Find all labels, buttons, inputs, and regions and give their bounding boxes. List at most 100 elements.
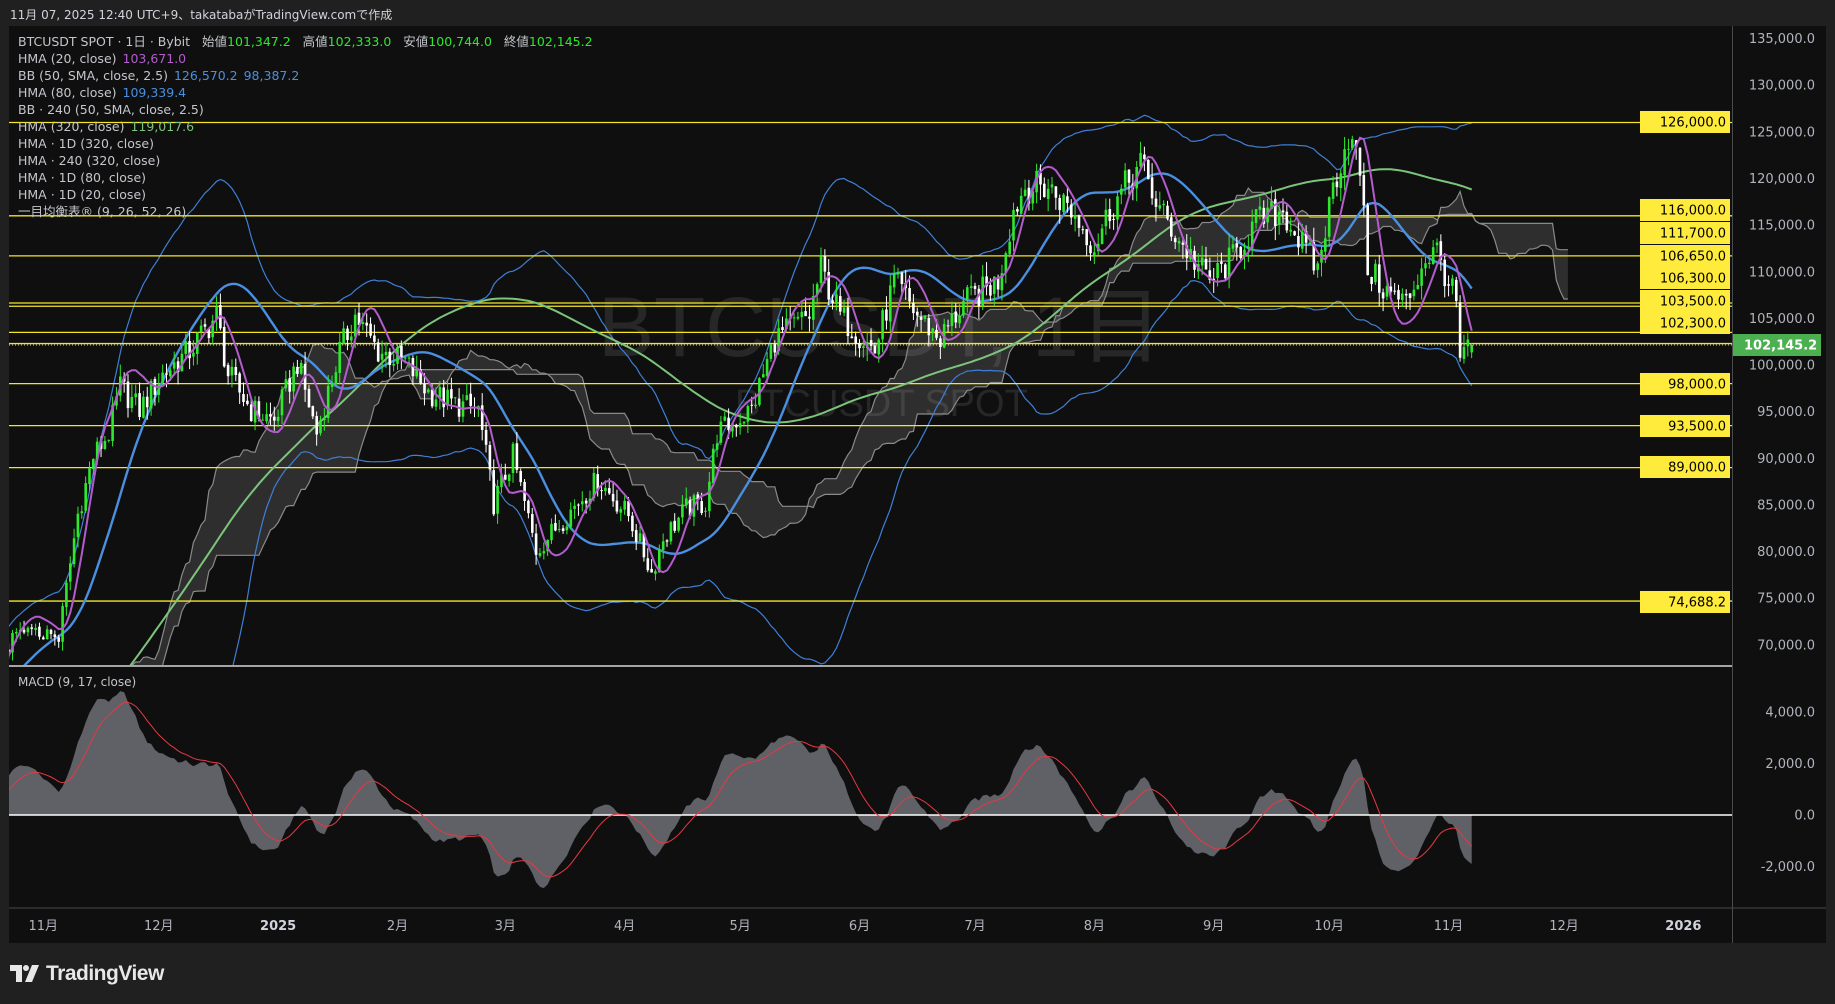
- candle-body: [1247, 246, 1250, 249]
- price-tick-label: 135,000.0: [1749, 32, 1815, 47]
- legend-indicator[interactable]: HMA · 1D (320, close): [18, 136, 154, 152]
- candle-body: [269, 414, 272, 417]
- candle: [1173, 235, 1177, 250]
- candle: [827, 259, 830, 305]
- candle-body: [1389, 286, 1393, 292]
- candle: [1062, 192, 1065, 215]
- candle-body: [746, 406, 750, 422]
- time-axis-label: 12月: [144, 919, 174, 934]
- price-pane[interactable]: [4, 114, 1733, 877]
- candle: [985, 262, 988, 296]
- candle: [1143, 146, 1146, 172]
- candle: [1374, 259, 1377, 285]
- candle-body: [199, 325, 203, 332]
- candle-body: [954, 311, 958, 323]
- candle: [885, 296, 888, 330]
- legend-indicator[interactable]: HMA · 240 (320, close): [18, 153, 160, 169]
- candle: [1435, 238, 1439, 254]
- candle-body: [80, 511, 84, 514]
- candle: [1204, 246, 1208, 270]
- tradingview-logo[interactable]: TradingView: [10, 962, 164, 986]
- price-level-label: 89,000.0: [1668, 461, 1726, 476]
- legend-indicator[interactable]: HMA (20, close) 103,671.0: [18, 51, 186, 67]
- legend-indicator[interactable]: HMA · 1D (80, close): [18, 170, 146, 186]
- candle-body: [1254, 209, 1258, 223]
- candle: [145, 386, 149, 420]
- indicator-label: HMA · 1D (80, close): [18, 170, 147, 185]
- candle: [523, 479, 526, 511]
- candle-body: [839, 296, 842, 312]
- candle-body: [1227, 247, 1231, 279]
- indicator-label: HMA · 240 (320, close): [18, 153, 161, 168]
- ichimoku-cloud: [132, 188, 1568, 665]
- candle-body: [969, 286, 973, 288]
- candle-body: [1016, 209, 1019, 212]
- candle: [199, 319, 203, 339]
- candle-body: [1173, 238, 1177, 243]
- candle-body: [1070, 204, 1073, 218]
- candle-body: [353, 314, 357, 337]
- candle: [842, 299, 846, 317]
- legend-indicator[interactable]: BB · 240 (50, SMA, close, 2.5): [18, 102, 204, 118]
- candle-body: [1208, 270, 1212, 280]
- legend-indicator[interactable]: HMA (320, close) 119,017.6: [18, 119, 194, 135]
- indicator-value: 103,671.0: [122, 51, 187, 66]
- candle-body: [731, 423, 734, 432]
- candle: [434, 387, 438, 411]
- candle: [661, 533, 665, 559]
- candle-body: [812, 296, 815, 320]
- candle-body: [577, 504, 580, 506]
- candle: [939, 335, 942, 360]
- candle-body: [1200, 257, 1204, 266]
- macd-signal-line: [9, 701, 1473, 878]
- candle: [1050, 176, 1054, 194]
- candle-body: [742, 421, 746, 424]
- candle: [1254, 209, 1258, 229]
- candle-body: [923, 316, 927, 319]
- candle-body: [1216, 263, 1219, 279]
- watermark-title: BTCUSDT, 1日: [598, 280, 1163, 374]
- candle: [839, 287, 842, 316]
- candle-body: [65, 582, 68, 608]
- candle-body: [415, 367, 418, 377]
- candle-body: [138, 393, 141, 417]
- legend-indicator[interactable]: BB (50, SMA, close, 2.5) 126,570.2 98,387.…: [18, 68, 299, 84]
- candle: [1235, 236, 1239, 261]
- candle: [1147, 159, 1150, 180]
- candle: [1443, 253, 1446, 298]
- legend-indicator[interactable]: HMA · 1D (20, close): [18, 187, 146, 203]
- price-level-label-bg: [1640, 312, 1730, 334]
- candle-body: [688, 500, 692, 517]
- price-level-label: 98,000.0: [1668, 378, 1726, 393]
- candle: [196, 332, 199, 365]
- candle: [111, 396, 114, 447]
- candle-body: [1374, 263, 1377, 283]
- candle-body: [203, 324, 207, 327]
- candle-body: [446, 389, 449, 406]
- legend-indicator[interactable]: 一目均衡表® (9, 26, 52, 26): [18, 204, 186, 220]
- candle: [1073, 202, 1077, 232]
- candle: [53, 630, 57, 646]
- candle: [30, 624, 33, 636]
- macd-pane[interactable]: [5, 691, 1732, 889]
- candle: [781, 316, 784, 334]
- candle: [1185, 234, 1189, 271]
- candle-body: [169, 370, 172, 377]
- legend-symbol[interactable]: BTCUSDT SPOT · 1日 · Bybit: [18, 34, 191, 49]
- candle: [246, 393, 249, 406]
- candle-body: [4, 649, 7, 666]
- candle: [57, 634, 60, 648]
- candle: [1116, 191, 1119, 234]
- candle: [1112, 213, 1115, 230]
- candle-body: [1293, 231, 1296, 236]
- candle-body: [981, 276, 984, 307]
- price-level-label: 74,688.2: [1668, 596, 1726, 611]
- candle: [708, 471, 711, 518]
- legend-indicator[interactable]: HMA (80, close) 109,339.4: [18, 85, 186, 101]
- candle: [215, 296, 218, 331]
- candle-body: [488, 445, 492, 470]
- candle-body: [1428, 262, 1431, 264]
- candle: [577, 503, 580, 516]
- candle: [288, 370, 291, 404]
